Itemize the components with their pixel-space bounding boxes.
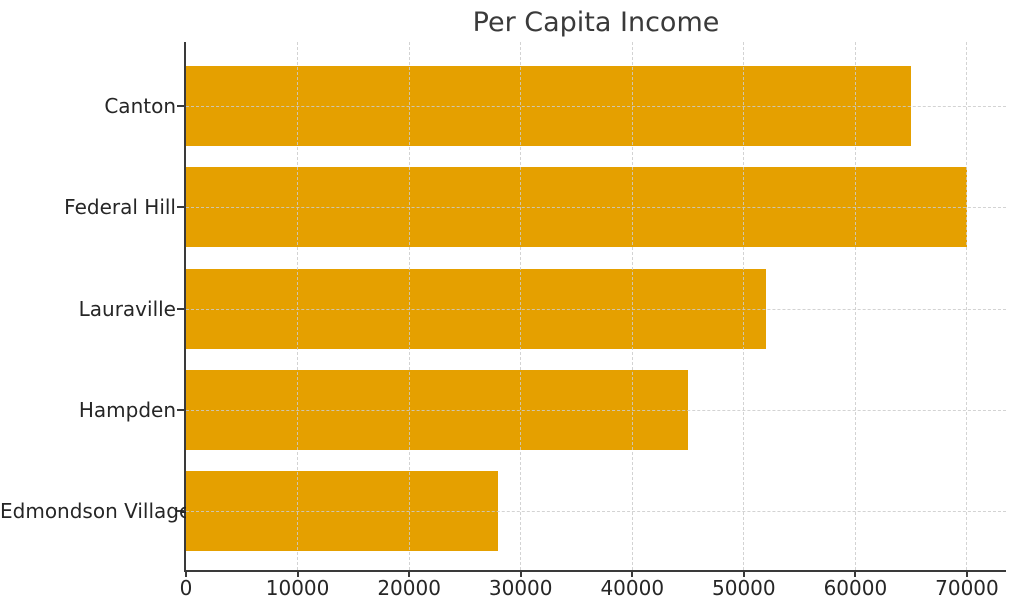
y-gridline xyxy=(186,207,1006,209)
x-gridline xyxy=(631,42,633,570)
x-gridline xyxy=(966,42,968,570)
x-tick-mark xyxy=(296,570,299,577)
x-tick-mark xyxy=(185,570,187,577)
x-tick-mark xyxy=(631,570,634,577)
x-tick-mark xyxy=(408,570,411,577)
y-tick-label-edmondson-village: Edmondson Village xyxy=(0,499,192,523)
plot-inner xyxy=(186,42,1006,570)
y-tick-mark xyxy=(177,105,184,107)
x-gridline xyxy=(520,42,522,570)
y-tick-label-canton: Canton xyxy=(104,94,176,118)
x-tick-label: 40000 xyxy=(600,576,665,600)
x-gridline xyxy=(297,42,299,570)
y-tick-mark xyxy=(177,307,184,310)
x-tick-label: 70000 xyxy=(935,576,999,600)
y-gridline xyxy=(186,106,1006,107)
x-tick-label: 60000 xyxy=(823,576,888,600)
x-tick-mark xyxy=(854,570,857,577)
y-gridline xyxy=(186,409,1006,411)
plot-area xyxy=(184,42,1006,572)
x-gridline xyxy=(408,42,410,570)
y-tick-label-lauraville: Lauraville xyxy=(78,296,176,321)
x-gridline xyxy=(743,42,745,570)
x-tick-mark xyxy=(742,570,745,577)
y-gridline xyxy=(186,308,1006,310)
y-tick-mark xyxy=(177,206,184,209)
x-tick-label: 20000 xyxy=(377,576,441,600)
y-gridline xyxy=(186,511,1006,512)
x-tick-mark xyxy=(965,570,968,577)
x-tick-label: 50000 xyxy=(712,576,776,600)
x-tick-mark xyxy=(519,570,522,577)
x-tick-label: 0 xyxy=(179,576,193,600)
x-gridline xyxy=(854,42,856,570)
y-tick-label-hampden: Hampden xyxy=(78,397,176,422)
y-tick-mark xyxy=(177,408,184,411)
x-tick-label: 30000 xyxy=(488,576,553,600)
y-tick-mark xyxy=(177,510,184,512)
x-tick-label: 10000 xyxy=(265,576,330,600)
chart-title: Per Capita Income xyxy=(472,7,720,38)
y-tick-label-federal-hill: Federal Hill xyxy=(64,195,176,220)
